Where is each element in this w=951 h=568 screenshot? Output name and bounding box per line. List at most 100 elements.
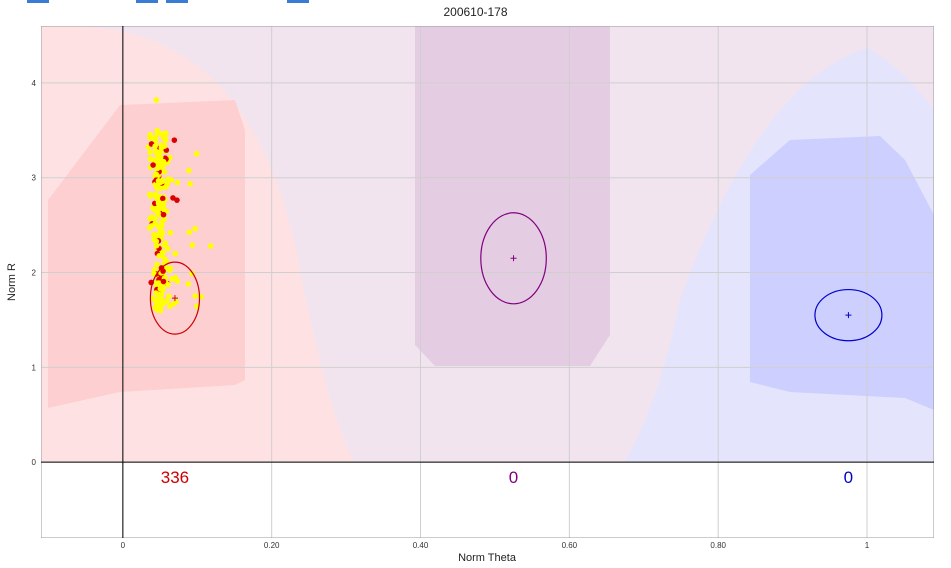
data-point xyxy=(153,97,160,103)
data-point xyxy=(172,274,179,281)
cluster-ellipse-1 xyxy=(149,261,201,335)
data-point xyxy=(165,245,171,252)
cluster-ellipse-3 xyxy=(814,288,883,342)
x-tick-label: 1 xyxy=(865,541,870,550)
cluster-center-2 xyxy=(510,255,517,262)
data-point xyxy=(207,243,214,249)
y-tick-label: 1 xyxy=(32,363,37,372)
data-point xyxy=(161,242,168,248)
data-point xyxy=(160,211,167,218)
data-point xyxy=(159,222,165,229)
data-points xyxy=(145,97,214,314)
data-point xyxy=(173,299,179,305)
cluster-count-2: 0 xyxy=(509,468,518,487)
data-point xyxy=(153,208,159,214)
y-tick-labels: 0 1 2 3 4 xyxy=(32,79,37,467)
data-point xyxy=(165,176,171,182)
data-point xyxy=(154,194,161,201)
data-point xyxy=(154,131,161,137)
cluster-count-labels: 336 0 0 xyxy=(161,468,853,487)
data-point xyxy=(166,265,173,272)
x-tick-label: 0.20 xyxy=(264,541,280,550)
y-tick-label: 3 xyxy=(32,174,37,183)
data-point xyxy=(186,229,193,235)
y-tick-label: 4 xyxy=(32,79,37,88)
data-point xyxy=(165,281,171,288)
purple-core-region xyxy=(415,26,610,366)
toolbar-button-3[interactable] xyxy=(166,0,188,3)
data-point xyxy=(153,238,160,245)
data-point xyxy=(151,135,157,141)
data-point xyxy=(166,293,172,299)
data-point xyxy=(160,278,167,285)
cluster-ellipses xyxy=(149,212,883,342)
y-axis-label: Norm R xyxy=(6,263,18,301)
data-point xyxy=(160,268,166,274)
data-point xyxy=(189,242,196,248)
red-core-region xyxy=(48,100,245,408)
data-point xyxy=(163,258,169,264)
data-point xyxy=(155,232,161,238)
data-point xyxy=(163,298,170,305)
y-tick-label: 2 xyxy=(32,269,37,278)
chart-title: 200610-178 xyxy=(443,5,508,19)
data-point xyxy=(154,150,160,156)
toolbar-button-2[interactable] xyxy=(136,0,158,3)
data-point xyxy=(158,205,165,212)
x-tick-label: 0 xyxy=(121,541,126,550)
data-point xyxy=(162,137,169,144)
data-point xyxy=(154,165,161,172)
data-point xyxy=(150,231,157,238)
data-point xyxy=(192,293,199,299)
y-tick-label: 0 xyxy=(32,458,37,467)
cluster-count-1: 336 xyxy=(161,468,189,487)
data-point xyxy=(151,266,158,273)
x-tick-labels: 0 0.20 0.40 0.60 0.80 1 xyxy=(121,541,870,550)
data-point xyxy=(161,216,168,222)
data-point xyxy=(185,281,192,287)
data-point xyxy=(156,253,162,259)
data-point xyxy=(161,169,168,175)
data-point xyxy=(159,195,166,202)
x-axis-label: Norm Theta xyxy=(458,552,517,564)
data-point xyxy=(159,178,166,185)
cluster-center-1 xyxy=(171,295,178,302)
data-point xyxy=(160,249,166,255)
data-point xyxy=(155,291,162,298)
data-point xyxy=(147,149,153,156)
toolbar-button-1[interactable] xyxy=(27,0,49,3)
data-point xyxy=(147,131,153,138)
data-point xyxy=(192,225,198,232)
cluster-ellipse-2 xyxy=(480,212,547,305)
data-point xyxy=(186,167,192,174)
cluster-count-3: 0 xyxy=(844,468,853,487)
data-point xyxy=(153,242,160,249)
data-point xyxy=(160,158,167,165)
data-point xyxy=(152,143,158,149)
data-point xyxy=(155,299,161,306)
data-point xyxy=(152,220,158,227)
data-point xyxy=(154,261,160,268)
data-point xyxy=(157,154,164,161)
data-point xyxy=(167,229,174,236)
data-point xyxy=(152,171,159,178)
data-point xyxy=(159,131,165,137)
x-tick-label: 0.80 xyxy=(710,541,726,550)
data-point xyxy=(158,228,165,235)
x-tick-label: 0.40 xyxy=(413,541,429,550)
data-point xyxy=(150,162,156,168)
data-point xyxy=(171,137,178,143)
data-point xyxy=(160,284,166,290)
data-point xyxy=(147,193,154,199)
data-point xyxy=(160,200,167,207)
data-point xyxy=(148,214,155,221)
data-point xyxy=(187,181,193,187)
x-tick-label: 0.60 xyxy=(562,541,578,550)
data-point xyxy=(174,197,180,203)
data-point xyxy=(172,250,179,257)
toolbar-button-4[interactable] xyxy=(287,0,309,3)
data-point xyxy=(174,179,181,186)
cluster-center-3 xyxy=(845,312,852,319)
data-point xyxy=(193,151,200,157)
